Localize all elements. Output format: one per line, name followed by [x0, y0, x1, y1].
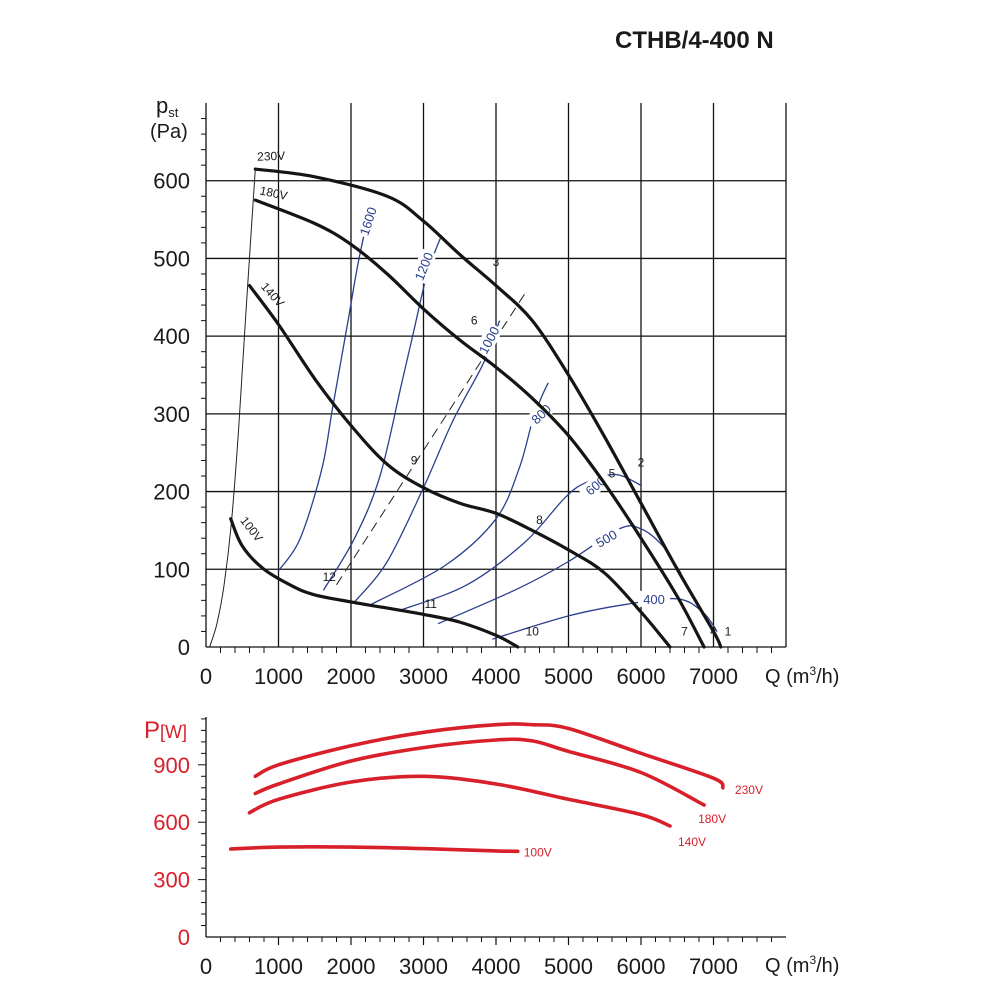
rpm-label-bg	[588, 523, 625, 554]
operating-point-label-9: 9	[411, 453, 418, 467]
bottom-y-axis-label-main: P	[144, 717, 160, 744]
top-y-tick-label: 600	[153, 169, 190, 194]
voltage-curve-140V	[247, 284, 672, 649]
rpm-label-bg	[355, 203, 381, 239]
rpm-curve-500	[437, 525, 682, 625]
voltage-curve-230V	[253, 167, 723, 649]
rpm-curve-800	[370, 382, 549, 605]
power-curve-230V	[253, 722, 725, 790]
rpm-label-bg	[523, 396, 558, 431]
top-chart-voltage-curves: 230V 180V 140V 100V	[229, 149, 723, 649]
operating-point-label-7: 7	[681, 624, 688, 638]
bottom-x-axis-label-main: Q (m	[765, 955, 809, 977]
rpm-curve-600	[401, 473, 642, 611]
power-label-230V: 230V	[735, 783, 763, 797]
voltage-label-100V: 100V	[237, 514, 265, 545]
operating-point-label-5: 5	[609, 467, 616, 481]
top-x-axis-label-end: /h)	[816, 666, 839, 688]
chart-title: CTHB/4-400 N	[615, 27, 774, 54]
rpm-curve-1600	[277, 211, 370, 572]
top-y-axis-label-main: p	[156, 93, 168, 118]
top-y-tick-label: 500	[153, 246, 190, 271]
power-curve-100V	[228, 845, 520, 854]
bottom-x-axis-label: Q (m3/h)	[765, 953, 839, 977]
operating-point-label-6: 6	[471, 313, 478, 327]
bottom-chart-power-curves: 230V 180V 140V 100V	[228, 722, 763, 859]
bottom-x-tick-label: 0	[200, 954, 212, 979]
top-x-tick-label: 0	[200, 664, 212, 689]
top-chart-axes: 0 1000 2000 3000 4000 5000 6000 7000 0 100 200 300 4…	[153, 103, 787, 689]
top-y-tick-label: 200	[153, 480, 190, 505]
top-y-tick-label: 300	[153, 402, 190, 427]
bottom-y-tick-label: 600	[153, 810, 190, 835]
top-x-tick-label: 6000	[617, 664, 666, 689]
top-y-tick-label: 100	[153, 557, 190, 582]
bottom-chart-axes: 0 1000 2000 3000 4000 5000 6000 7000 0 300 600 900	[153, 717, 786, 979]
voltage-label-140V: 140V	[258, 280, 287, 310]
top-x-axis-label-main: Q (m	[765, 666, 809, 688]
bottom-y-tick-label: 300	[153, 868, 190, 893]
system-curve	[209, 169, 256, 648]
power-label-100V: 100V	[524, 845, 552, 859]
bottom-y-axis-label-unit: [W]	[160, 722, 187, 742]
operating-point-label-2: 2	[638, 456, 645, 470]
top-x-tick-label: 5000	[544, 664, 593, 689]
bottom-x-tick-label: 4000	[472, 954, 521, 979]
rpm-label-bg	[410, 248, 437, 285]
bottom-x-axis-label-sup: 3	[809, 953, 816, 967]
top-y-axis-unit: (Pa)	[150, 121, 188, 143]
bottom-x-tick-label: 6000	[617, 954, 666, 979]
operating-point-label-4: 4	[710, 624, 717, 638]
bottom-x-axis-label-end: /h)	[816, 955, 839, 977]
power-label-140V: 140V	[678, 835, 706, 849]
top-x-tick-label: 1000	[254, 664, 303, 689]
top-x-tick-label: 4000	[472, 664, 521, 689]
rpm-label-1600: 1600	[357, 205, 380, 237]
operating-point-label-12: 12	[323, 570, 337, 584]
bottom-y-tick-label: 0	[178, 925, 190, 950]
bottom-y-tick-label: 900	[153, 753, 190, 778]
rpm-label-400: 400	[643, 592, 665, 607]
rpm-label-bg	[474, 322, 504, 358]
top-x-tick-label: 3000	[399, 664, 448, 689]
power-label-180V: 180V	[698, 812, 726, 826]
top-y-tick-label: 0	[178, 635, 190, 660]
voltage-label-180V: 180V	[258, 183, 288, 203]
top-x-tick-label: 7000	[689, 664, 738, 689]
operating-point-label-1: 1	[725, 624, 732, 638]
rpm-label-1200: 1200	[412, 250, 437, 282]
top-x-axis-label: Q (m3/h)	[765, 664, 839, 688]
bottom-y-axis-label: P[W]	[144, 717, 187, 744]
bottom-x-tick-label: 1000	[254, 954, 303, 979]
top-y-tick-label: 400	[153, 324, 190, 349]
operating-point-label-8: 8	[536, 513, 543, 527]
operating-point-label-10: 10	[526, 624, 540, 638]
power-curve-140V	[247, 774, 672, 828]
top-y-axis-label-sub: st	[168, 105, 179, 120]
top-x-axis-label-sup: 3	[809, 664, 816, 678]
operating-point-label-11: 11	[425, 597, 438, 611]
power-curve-180V	[253, 737, 706, 807]
bottom-x-tick-label: 5000	[544, 954, 593, 979]
top-x-tick-label: 2000	[327, 664, 376, 689]
rpm-label-bg	[638, 590, 671, 607]
bottom-x-tick-label: 2000	[327, 954, 376, 979]
rpm-curve-1000	[354, 320, 501, 603]
voltage-curve-180V	[253, 198, 706, 649]
bottom-x-tick-label: 3000	[399, 954, 448, 979]
operating-point-label-3: 3	[493, 255, 500, 269]
voltage-curve-100V	[229, 517, 520, 649]
bottom-x-tick-label: 7000	[689, 954, 738, 979]
top-y-axis-label: pst	[156, 93, 179, 120]
voltage-label-230V: 230V	[257, 149, 286, 164]
rpm-label-bg	[577, 468, 613, 502]
